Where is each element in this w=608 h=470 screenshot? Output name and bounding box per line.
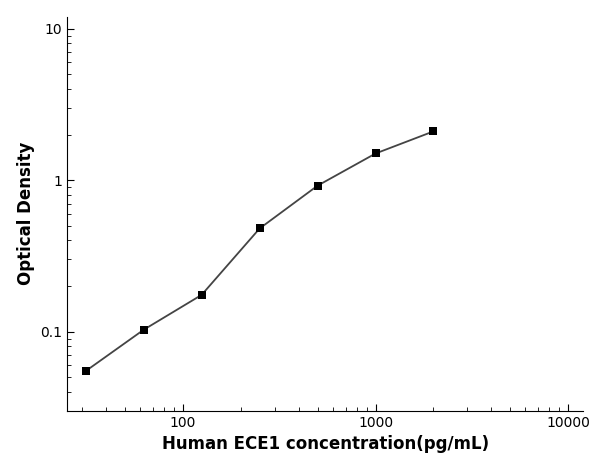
- Point: [255, 225, 264, 232]
- Point: [313, 182, 322, 189]
- Point: [429, 127, 438, 135]
- Point: [139, 326, 148, 334]
- Y-axis label: Optical Density: Optical Density: [16, 142, 35, 285]
- X-axis label: Human ECE1 concentration(pg/mL): Human ECE1 concentration(pg/mL): [162, 435, 489, 454]
- Point: [197, 291, 207, 298]
- Point: [371, 150, 381, 157]
- Point: [81, 367, 91, 375]
